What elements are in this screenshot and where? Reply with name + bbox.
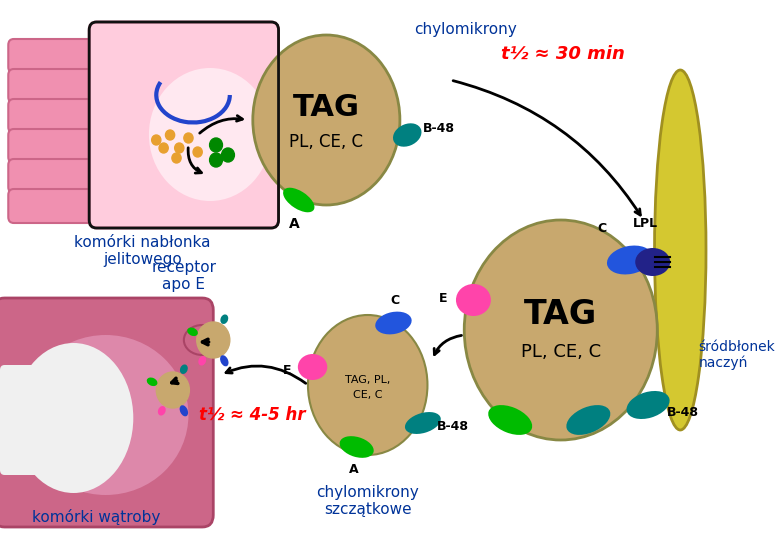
Ellipse shape [405, 412, 441, 434]
FancyBboxPatch shape [0, 298, 213, 527]
Ellipse shape [158, 406, 166, 416]
Text: A: A [349, 463, 359, 476]
Text: chylomikrony: chylomikrony [414, 22, 517, 37]
Ellipse shape [375, 312, 412, 334]
Text: C: C [391, 294, 400, 307]
Text: chylomikrony
szczątkowe: chylomikrony szczątkowe [317, 485, 419, 518]
Ellipse shape [184, 325, 221, 355]
Ellipse shape [340, 436, 373, 458]
Text: B-48: B-48 [423, 122, 455, 135]
Text: komórki wątroby: komórki wątroby [33, 509, 161, 525]
FancyBboxPatch shape [0, 365, 101, 475]
Ellipse shape [180, 405, 188, 416]
Ellipse shape [298, 354, 328, 380]
Ellipse shape [635, 248, 670, 276]
Circle shape [184, 133, 193, 143]
Ellipse shape [626, 391, 670, 419]
FancyBboxPatch shape [9, 69, 116, 103]
Circle shape [172, 153, 181, 163]
Circle shape [209, 138, 223, 152]
Circle shape [156, 372, 189, 408]
FancyBboxPatch shape [9, 159, 116, 193]
Circle shape [152, 135, 161, 145]
Ellipse shape [220, 315, 228, 324]
FancyBboxPatch shape [9, 129, 116, 163]
Text: E: E [440, 292, 447, 305]
Text: CE, C: CE, C [353, 390, 383, 400]
Ellipse shape [283, 188, 314, 212]
Text: LPL: LPL [633, 217, 657, 230]
Ellipse shape [180, 365, 187, 374]
Ellipse shape [654, 70, 706, 430]
Text: B-48: B-48 [667, 405, 699, 419]
Text: E: E [283, 364, 292, 377]
Ellipse shape [607, 245, 653, 274]
Text: B-48: B-48 [436, 421, 468, 433]
Circle shape [159, 143, 168, 153]
Ellipse shape [220, 355, 229, 366]
Ellipse shape [464, 220, 657, 440]
FancyBboxPatch shape [9, 189, 116, 223]
Ellipse shape [187, 327, 198, 336]
Text: PL, CE, C: PL, CE, C [520, 343, 601, 361]
Text: t½ ≈ 4-5 hr: t½ ≈ 4-5 hr [199, 406, 306, 424]
Text: śródbłonek
naczyń: śródbłonek naczyń [699, 339, 776, 370]
FancyBboxPatch shape [9, 39, 116, 73]
Circle shape [209, 153, 223, 167]
Ellipse shape [198, 356, 206, 366]
Ellipse shape [393, 123, 422, 147]
Ellipse shape [566, 405, 610, 435]
Text: TAG, PL,: TAG, PL, [345, 375, 391, 385]
Circle shape [166, 130, 175, 140]
Text: receptor
apo E: receptor apo E [152, 260, 216, 292]
Text: t½ ≈ 30 min: t½ ≈ 30 min [501, 45, 625, 63]
FancyBboxPatch shape [89, 22, 279, 228]
Circle shape [197, 322, 230, 358]
Circle shape [193, 147, 202, 157]
Ellipse shape [456, 284, 491, 316]
Text: komórki nabłonka
jelitowego: komórki nabłonka jelitowego [74, 235, 211, 267]
Ellipse shape [149, 68, 272, 201]
Ellipse shape [489, 405, 532, 435]
Text: TAG: TAG [293, 94, 360, 123]
Ellipse shape [14, 343, 133, 493]
FancyBboxPatch shape [9, 99, 116, 133]
Ellipse shape [147, 377, 157, 386]
Circle shape [222, 148, 234, 162]
Text: PL, CE, C: PL, CE, C [289, 133, 363, 151]
Text: A: A [289, 217, 300, 231]
Ellipse shape [23, 335, 188, 495]
Text: TAG: TAG [524, 299, 598, 332]
Ellipse shape [253, 35, 400, 205]
Text: C: C [598, 222, 607, 235]
Ellipse shape [308, 315, 427, 455]
Circle shape [175, 143, 184, 153]
